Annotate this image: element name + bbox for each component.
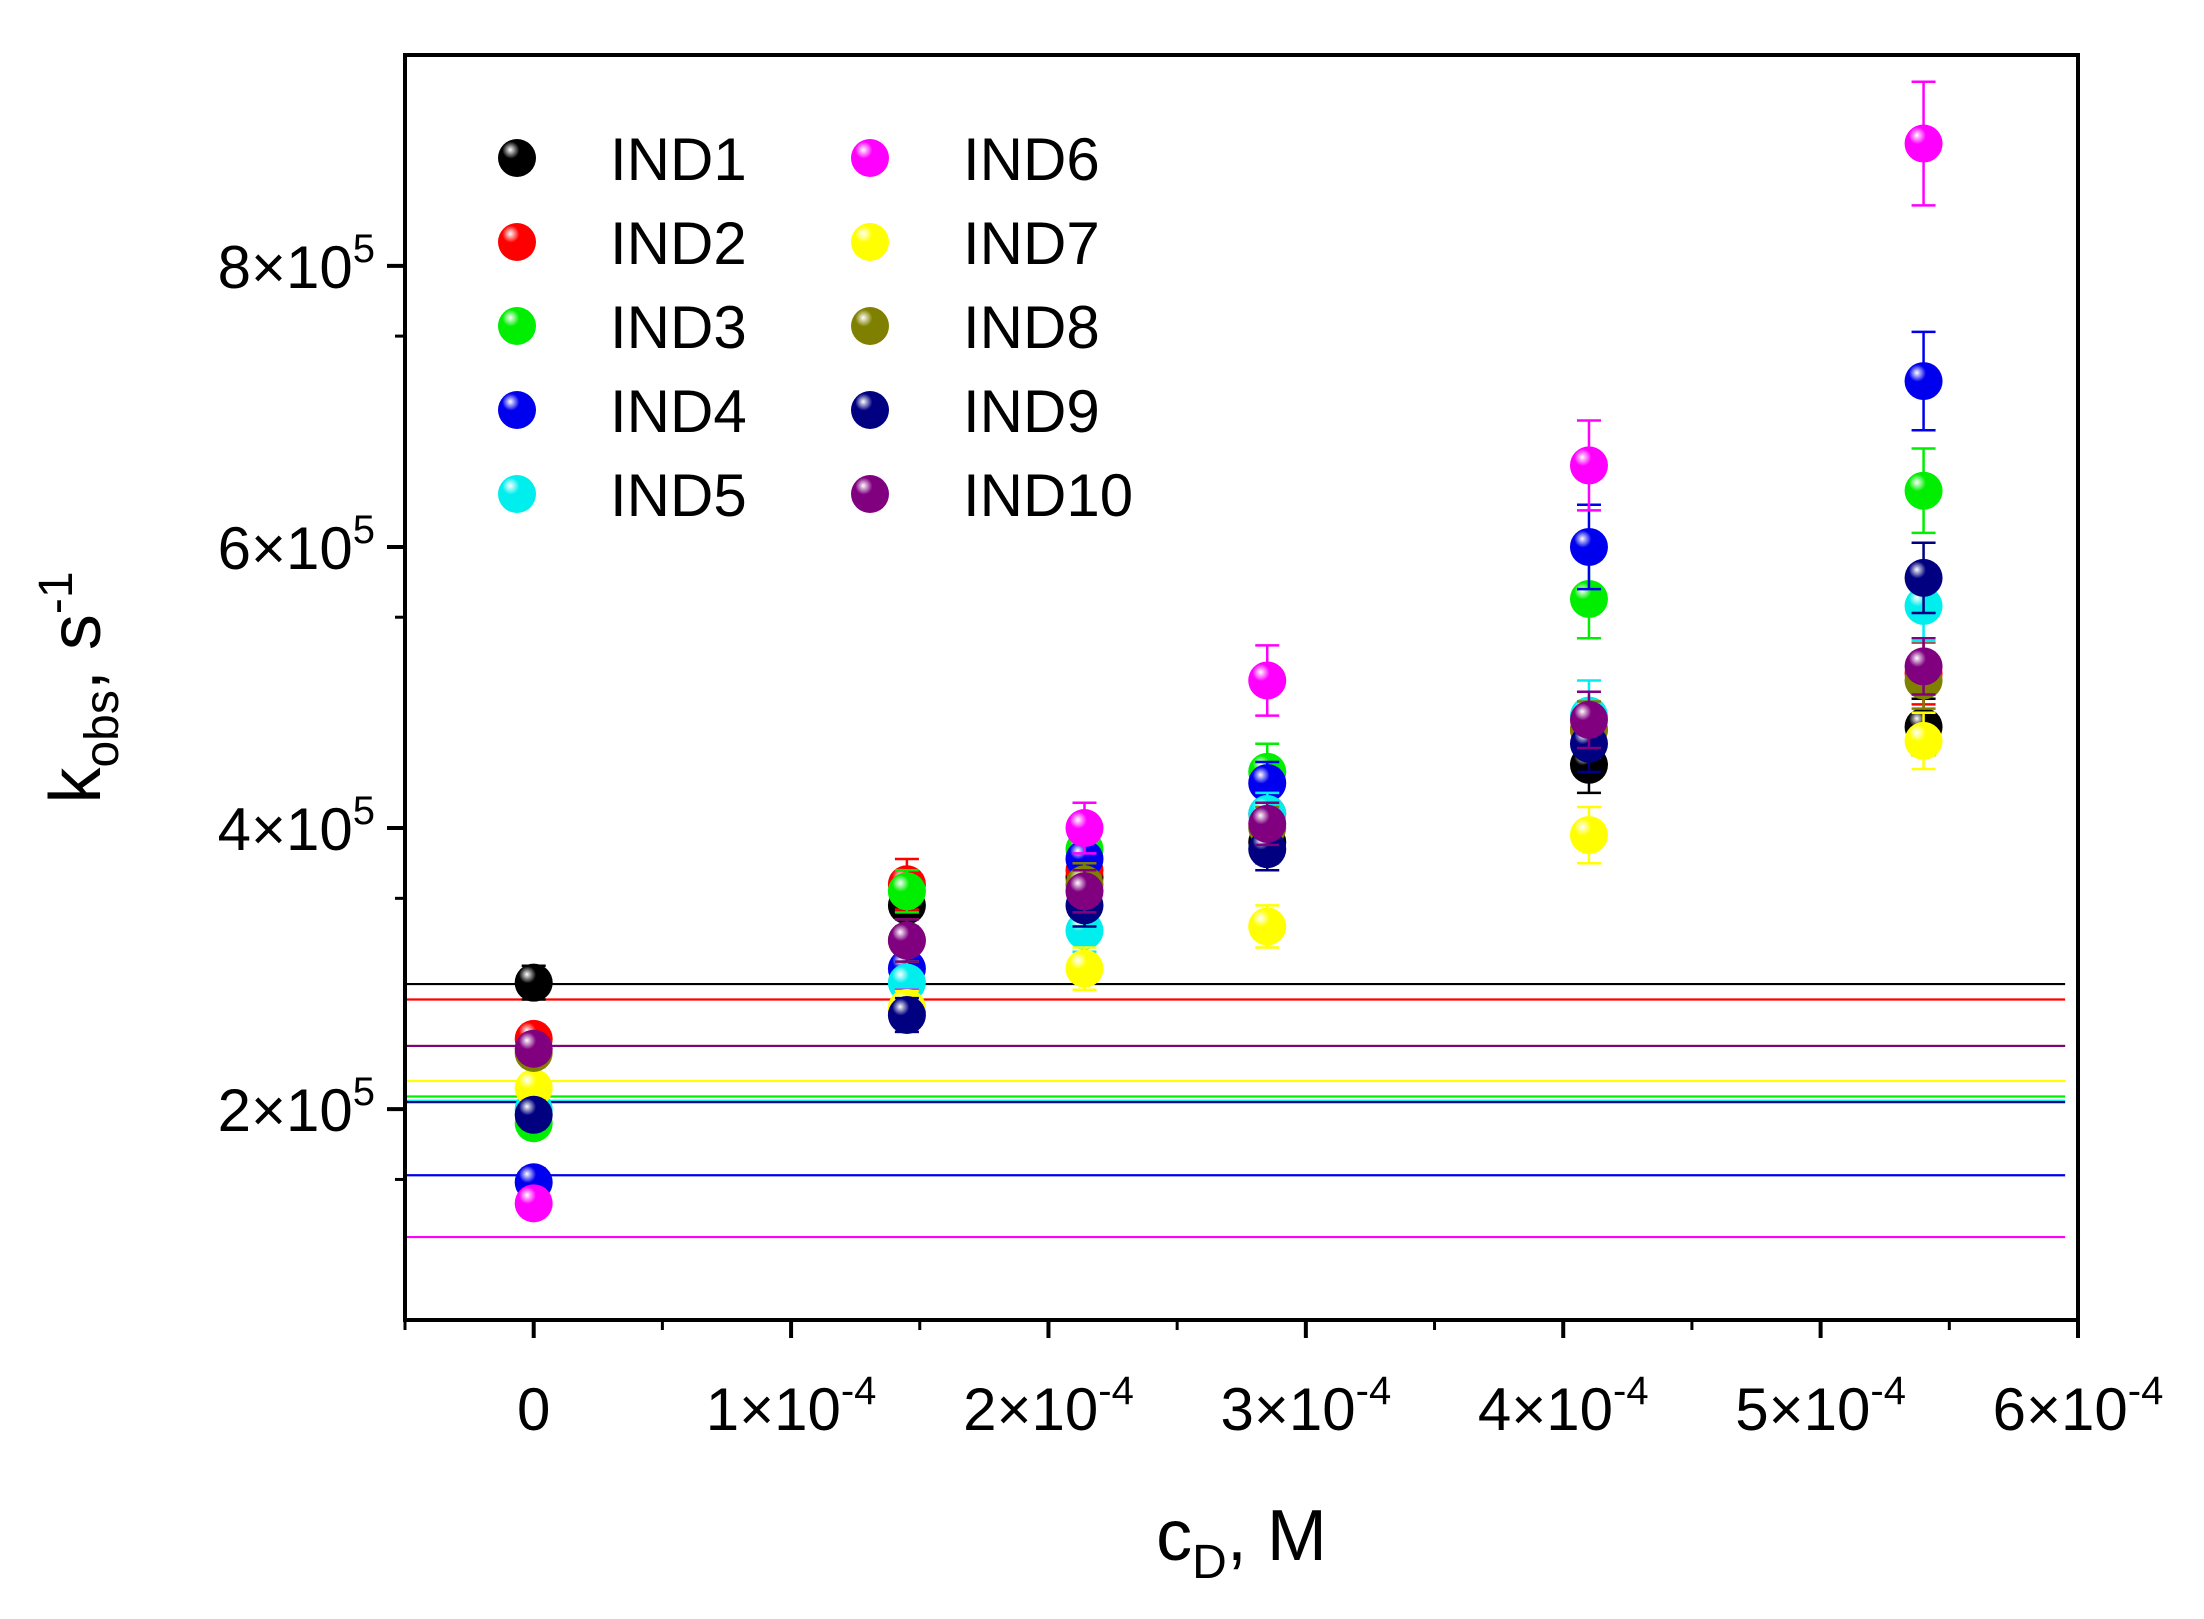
data-point xyxy=(1904,647,1943,686)
legend: IND1 IND2 IND3 IND4 IND5 IND6 IND7 IND8 IND9 IND1… xyxy=(498,126,1133,529)
legend-label: IND4 xyxy=(610,378,747,445)
legend-item-ind3: IND3 xyxy=(498,294,747,361)
legend-item-ind8: IND8 xyxy=(851,294,1100,361)
legend-marker xyxy=(851,139,889,177)
y-tick-label: 8×105 xyxy=(218,227,375,301)
data-point xyxy=(1569,700,1608,739)
legend-label: IND3 xyxy=(610,294,747,361)
x-tick-label: 0 xyxy=(517,1376,550,1443)
data-point xyxy=(1904,362,1943,401)
series-ind7 xyxy=(514,711,1943,1108)
data-point xyxy=(1569,816,1608,855)
data-points xyxy=(514,80,1943,1223)
legend-item-ind4: IND4 xyxy=(498,378,747,445)
y-tick-label: 4×105 xyxy=(218,789,375,863)
legend-label: IND1 xyxy=(610,126,747,193)
data-point xyxy=(1248,804,1287,843)
series-ind1 xyxy=(514,697,1943,1002)
series-ind10 xyxy=(514,637,1943,1068)
legend-item-ind7: IND7 xyxy=(851,210,1100,277)
y-tick-label: 2×105 xyxy=(218,1070,375,1144)
x-tick-label: 2×10-4 xyxy=(963,1369,1134,1443)
legend-item-ind9: IND9 xyxy=(851,378,1100,445)
legend-item-ind2: IND2 xyxy=(498,210,747,277)
x-tick-label: 1×10-4 xyxy=(706,1369,877,1443)
data-point xyxy=(1904,721,1943,760)
legend-label: IND10 xyxy=(963,462,1133,529)
data-point xyxy=(1248,907,1287,946)
x-tick-label: 4×10-4 xyxy=(1478,1369,1649,1443)
data-point xyxy=(514,1029,553,1068)
data-point xyxy=(1904,124,1943,163)
legend-marker xyxy=(851,307,889,345)
legend-marker xyxy=(851,475,889,513)
series-ind8 xyxy=(514,651,1943,1072)
data-point xyxy=(514,963,553,1002)
legend-item-ind1: IND1 xyxy=(498,126,747,193)
legend-label: IND6 xyxy=(963,126,1100,193)
legend-item-ind5: IND5 xyxy=(498,462,747,529)
x-tick-label: 5×10-4 xyxy=(1735,1369,1906,1443)
series-ind2 xyxy=(514,641,1943,1058)
data-point xyxy=(1569,527,1608,566)
data-point xyxy=(1904,558,1943,597)
data-point xyxy=(1065,809,1104,848)
x-tick-label: 6×10-4 xyxy=(1993,1369,2164,1443)
plot-frame xyxy=(403,53,2080,1322)
y-axis-title: kobs, s-1 xyxy=(30,571,129,803)
data-point xyxy=(1065,872,1104,911)
legend-label: IND2 xyxy=(610,210,747,277)
legend-label: IND5 xyxy=(610,462,747,529)
legend-label: IND7 xyxy=(963,210,1100,277)
data-point xyxy=(1569,446,1608,485)
x-tick-label: 3×10-4 xyxy=(1220,1369,1391,1443)
legend-item-ind6: IND6 xyxy=(851,126,1100,193)
legend-item-ind10: IND10 xyxy=(851,462,1133,529)
data-point xyxy=(1904,471,1943,510)
legend-marker xyxy=(498,475,536,513)
series-ind5 xyxy=(514,569,1943,1129)
fit-lines xyxy=(405,982,2066,1239)
legend-marker xyxy=(498,307,536,345)
legend-marker xyxy=(498,223,536,261)
legend-marker xyxy=(498,391,536,429)
data-point xyxy=(887,872,926,911)
y-tick-label: 6×105 xyxy=(218,508,375,582)
x-axis-title: cD, M xyxy=(1156,1496,1327,1589)
data-point xyxy=(514,1095,553,1134)
legend-marker xyxy=(851,391,889,429)
legend-label: IND9 xyxy=(963,378,1100,445)
plot-border xyxy=(403,53,2080,1322)
axis-ticks: 0 1×10-4 2×10-4 3×10-4 4×10-4 5×10-4 6×10-4 2×1… xyxy=(218,227,2164,1443)
legend-marker xyxy=(851,223,889,261)
data-point xyxy=(887,995,926,1034)
legend-marker xyxy=(498,139,536,177)
series-ind3 xyxy=(514,447,1943,1143)
legend-label: IND8 xyxy=(963,294,1100,361)
data-point xyxy=(887,921,926,960)
data-point xyxy=(1065,949,1104,988)
axis-titles: cD, M kobs, s-1 xyxy=(30,571,1327,1589)
data-point xyxy=(514,1069,553,1108)
data-point xyxy=(514,1184,553,1223)
data-point xyxy=(1248,661,1287,700)
